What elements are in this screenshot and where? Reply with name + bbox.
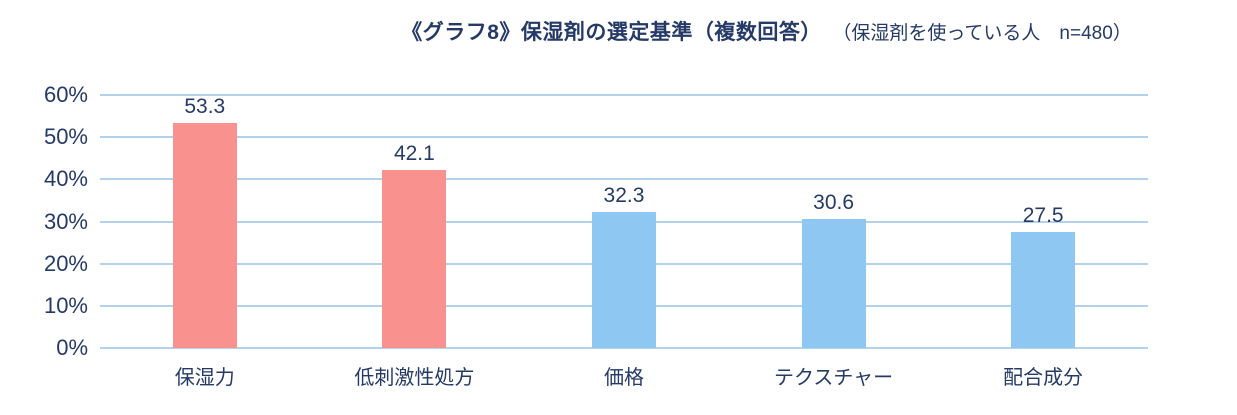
bar-slot: 53.3 <box>100 95 310 348</box>
bar-slot: 30.6 <box>729 95 939 348</box>
gridline <box>100 136 1148 139</box>
y-tick-label: 30% <box>43 208 88 234</box>
bar-配合成分 <box>1011 232 1076 348</box>
gridline <box>100 178 1148 181</box>
bar-slot: 32.3 <box>519 95 729 348</box>
bar-低刺激性処方 <box>382 170 447 348</box>
category-row: 保湿力 低刺激性処方 価格 テクスチャー 配合成分 <box>100 361 1148 390</box>
category-label: 価格 <box>603 367 644 389</box>
bars-row: 53.3 42.1 32.3 30.6 27.5 <box>100 95 1148 348</box>
bar-slot: 42.1 <box>310 95 520 348</box>
bar-保湿力 <box>172 123 237 348</box>
y-tick-label: 60% <box>43 82 88 107</box>
y-tick-label: 50% <box>43 124 88 150</box>
category-label: 保湿力 <box>174 367 235 389</box>
chart-title-sub: （保湿剤を使っている人 n=480） <box>832 23 1132 44</box>
y-tick-label: 40% <box>43 166 88 192</box>
bar-value-label: 32.3 <box>603 183 645 207</box>
bar-テクスチャー <box>801 218 866 348</box>
y-tick-label: 10% <box>43 292 88 318</box>
plot-area: 53.3 42.1 32.3 30.6 27.5 <box>100 94 1148 349</box>
bar-value-label: 27.5 <box>1022 204 1064 228</box>
chart-title: 《グラフ8》保湿剤の選定基準（複数回答） （保湿剤を使っている人 n=480） <box>148 16 1237 46</box>
y-tick-label: 20% <box>43 250 88 276</box>
chart-title-main: 《グラフ8》保湿剤の選定基準（複数回答） <box>401 21 822 44</box>
bar-slot: 27.5 <box>938 95 1148 348</box>
gridline <box>100 94 1148 96</box>
category-label: 低刺激性処方 <box>354 367 475 389</box>
y-axis: 0% 10% 20% 30% 40% 50% 60% <box>10 84 94 359</box>
bar-value-label: 30.6 <box>813 190 855 214</box>
category-label: テクスチャー <box>773 367 894 389</box>
category-label: 配合成分 <box>1003 367 1084 389</box>
bar-value-label: 53.3 <box>184 95 226 119</box>
bar-価格 <box>591 211 656 348</box>
y-tick-label: 0% <box>56 335 88 360</box>
gridline <box>100 347 1148 349</box>
bar-value-label: 42.1 <box>393 142 435 166</box>
